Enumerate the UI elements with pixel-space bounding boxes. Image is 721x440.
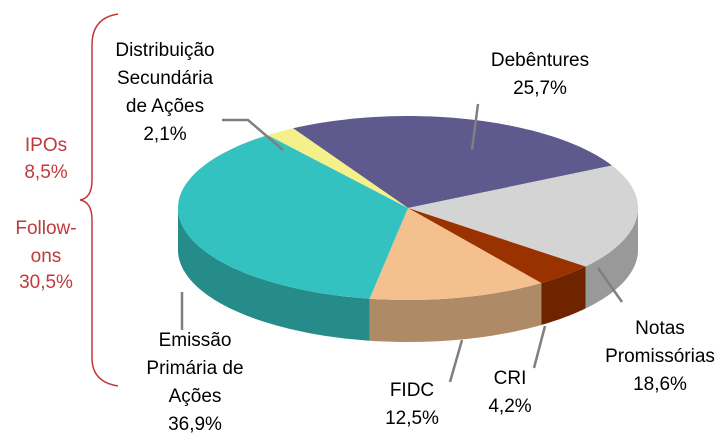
- slice-label: CRI: [494, 368, 527, 389]
- annotation-value: 8,5%: [24, 162, 67, 183]
- slice-label: FIDC: [390, 380, 434, 401]
- slice-side: [369, 283, 542, 342]
- slice: [178, 135, 408, 299]
- slice: [408, 208, 586, 283]
- slice-label: Debêntures: [491, 50, 589, 71]
- brace: [79, 13, 119, 387]
- value-label: 2,1%: [143, 124, 186, 145]
- leader-line: [532, 325, 547, 369]
- leader-line: [222, 118, 284, 151]
- slice-side: [178, 208, 370, 341]
- value-label: 18,6%: [633, 374, 687, 395]
- annotation-label: Follow-ons: [15, 218, 76, 267]
- slice: [369, 208, 542, 300]
- leader-line: [470, 103, 480, 151]
- slice: [408, 165, 638, 267]
- value-label: 36,9%: [168, 414, 222, 435]
- slice: [267, 128, 408, 208]
- slice-side: [585, 208, 638, 309]
- slice-side: [541, 266, 586, 325]
- annotation-value: 30,5%: [19, 272, 73, 293]
- slice-label: Distribuição Secundária de Ações: [115, 40, 214, 117]
- slice: [293, 116, 612, 208]
- slice-label: Notas Promissórias: [605, 318, 715, 367]
- value-label: 25,7%: [513, 78, 567, 99]
- leader-line: [596, 267, 624, 303]
- leader-line: [448, 339, 464, 383]
- slice-label: Emissão Primária de Ações: [146, 330, 243, 407]
- value-label: 12,5%: [385, 408, 439, 429]
- value-label: 4,2%: [488, 396, 531, 417]
- annotation-label: IPOs: [25, 135, 67, 156]
